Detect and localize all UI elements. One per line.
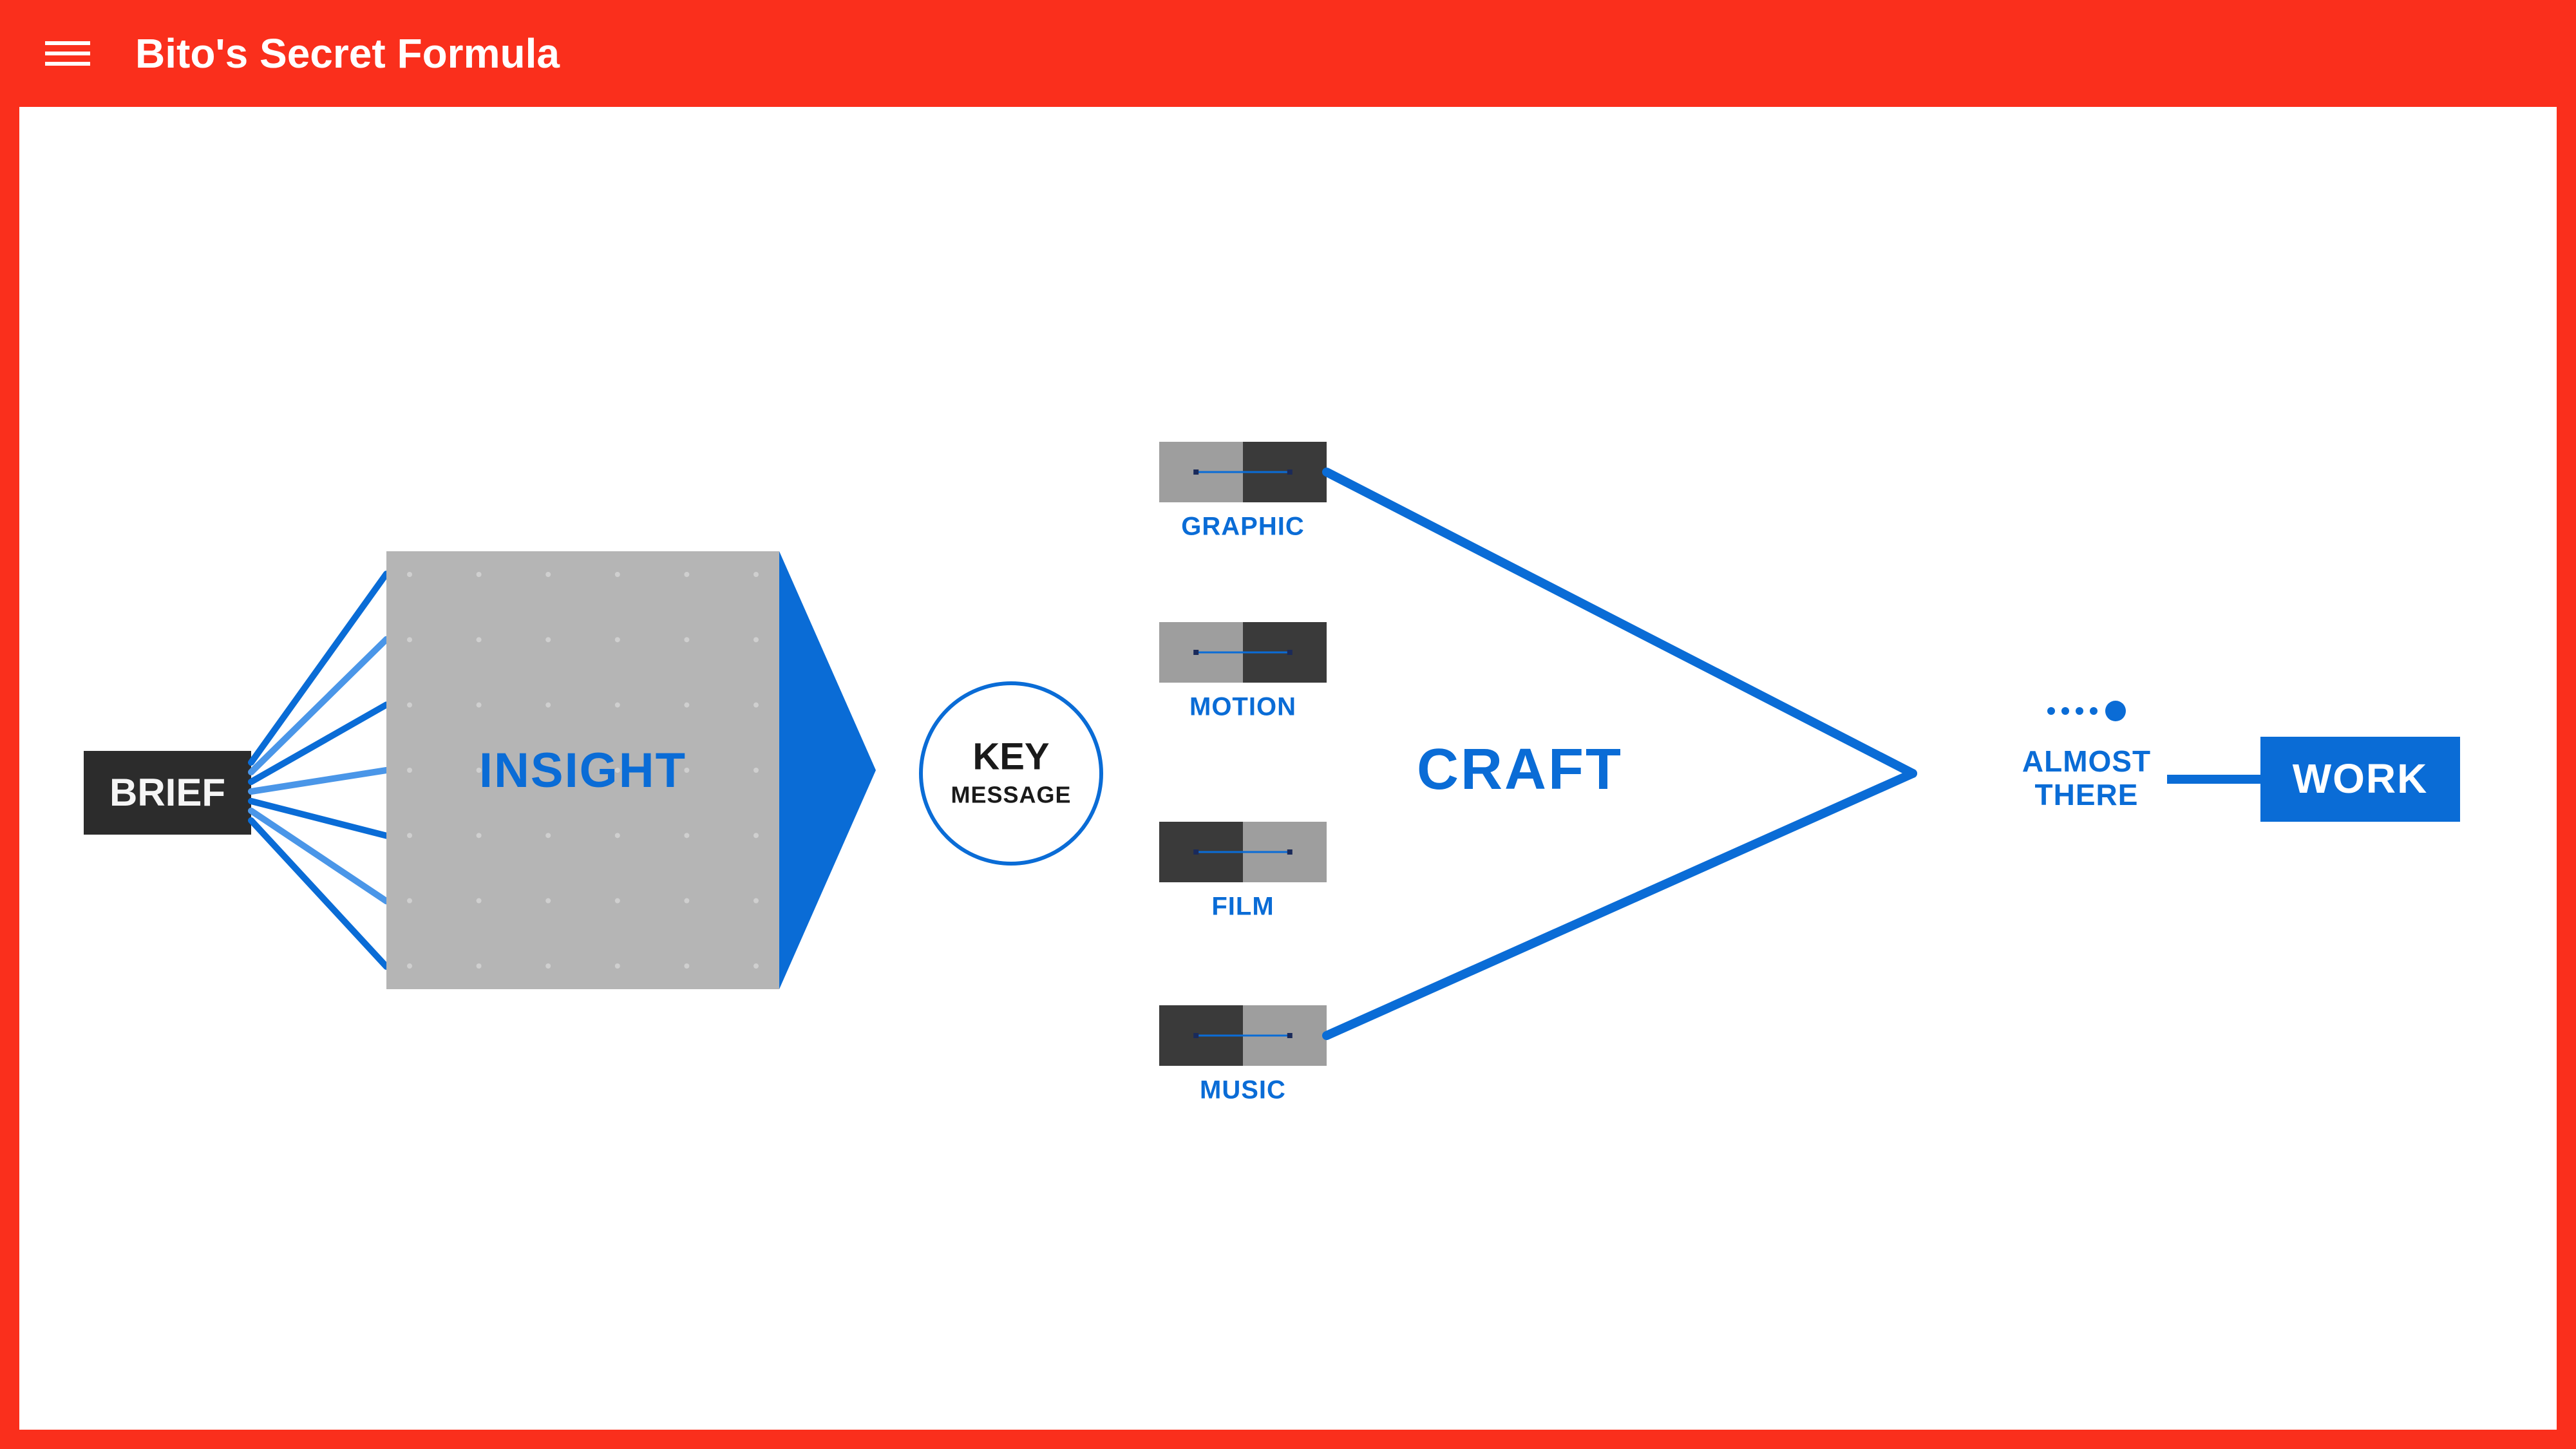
craft-item-label: MOTION: [1189, 693, 1296, 721]
header-bar: Bito's Secret Formula: [0, 0, 2576, 107]
there-label: THERE: [2035, 778, 2139, 811]
almost-label: ALMOST: [2022, 744, 2151, 778]
almost-there-node: ALMOSTTHERE: [2022, 701, 2260, 811]
diagram-canvas: BRIEF INSIGHT KEY MESSAGE GRAPHIC MOTION FILM M…: [19, 107, 2557, 1430]
craft-item-motion: MOTION: [1159, 622, 1327, 721]
craft-item-music: MUSIC: [1159, 1005, 1327, 1104]
message-label: MESSAGE: [951, 782, 1071, 808]
work-label: WORK: [2293, 755, 2429, 802]
insight-arrow: [779, 551, 876, 989]
work-node: WORK: [2260, 737, 2460, 822]
key-message-node: KEY MESSAGE: [921, 683, 1101, 864]
craft-item-graphic: GRAPHIC: [1159, 442, 1327, 541]
craft-item-label: GRAPHIC: [1181, 513, 1304, 541]
key-label: KEY: [972, 735, 1049, 777]
brief-node: BRIEF: [84, 751, 251, 835]
insight-node: INSIGHT: [386, 551, 779, 989]
hamburger-icon[interactable]: [45, 41, 90, 66]
brief-fan-lines: [251, 574, 386, 967]
craft-item-film: FILM: [1159, 822, 1327, 921]
craft-item-label: MUSIC: [1200, 1076, 1286, 1104]
page-title: Bito's Secret Formula: [135, 30, 560, 77]
insight-label: INSIGHT: [479, 743, 687, 798]
brief-label: BRIEF: [109, 771, 225, 814]
craft-item-label: FILM: [1211, 893, 1274, 921]
slide-frame: Bito's Secret Formula BRIEF INSIGHT KEY MES…: [0, 0, 2576, 1449]
process-diagram: BRIEF INSIGHT KEY MESSAGE GRAPHIC MOTION FILM M…: [19, 107, 2557, 1430]
craft-label: CRAFT: [1417, 737, 1623, 802]
